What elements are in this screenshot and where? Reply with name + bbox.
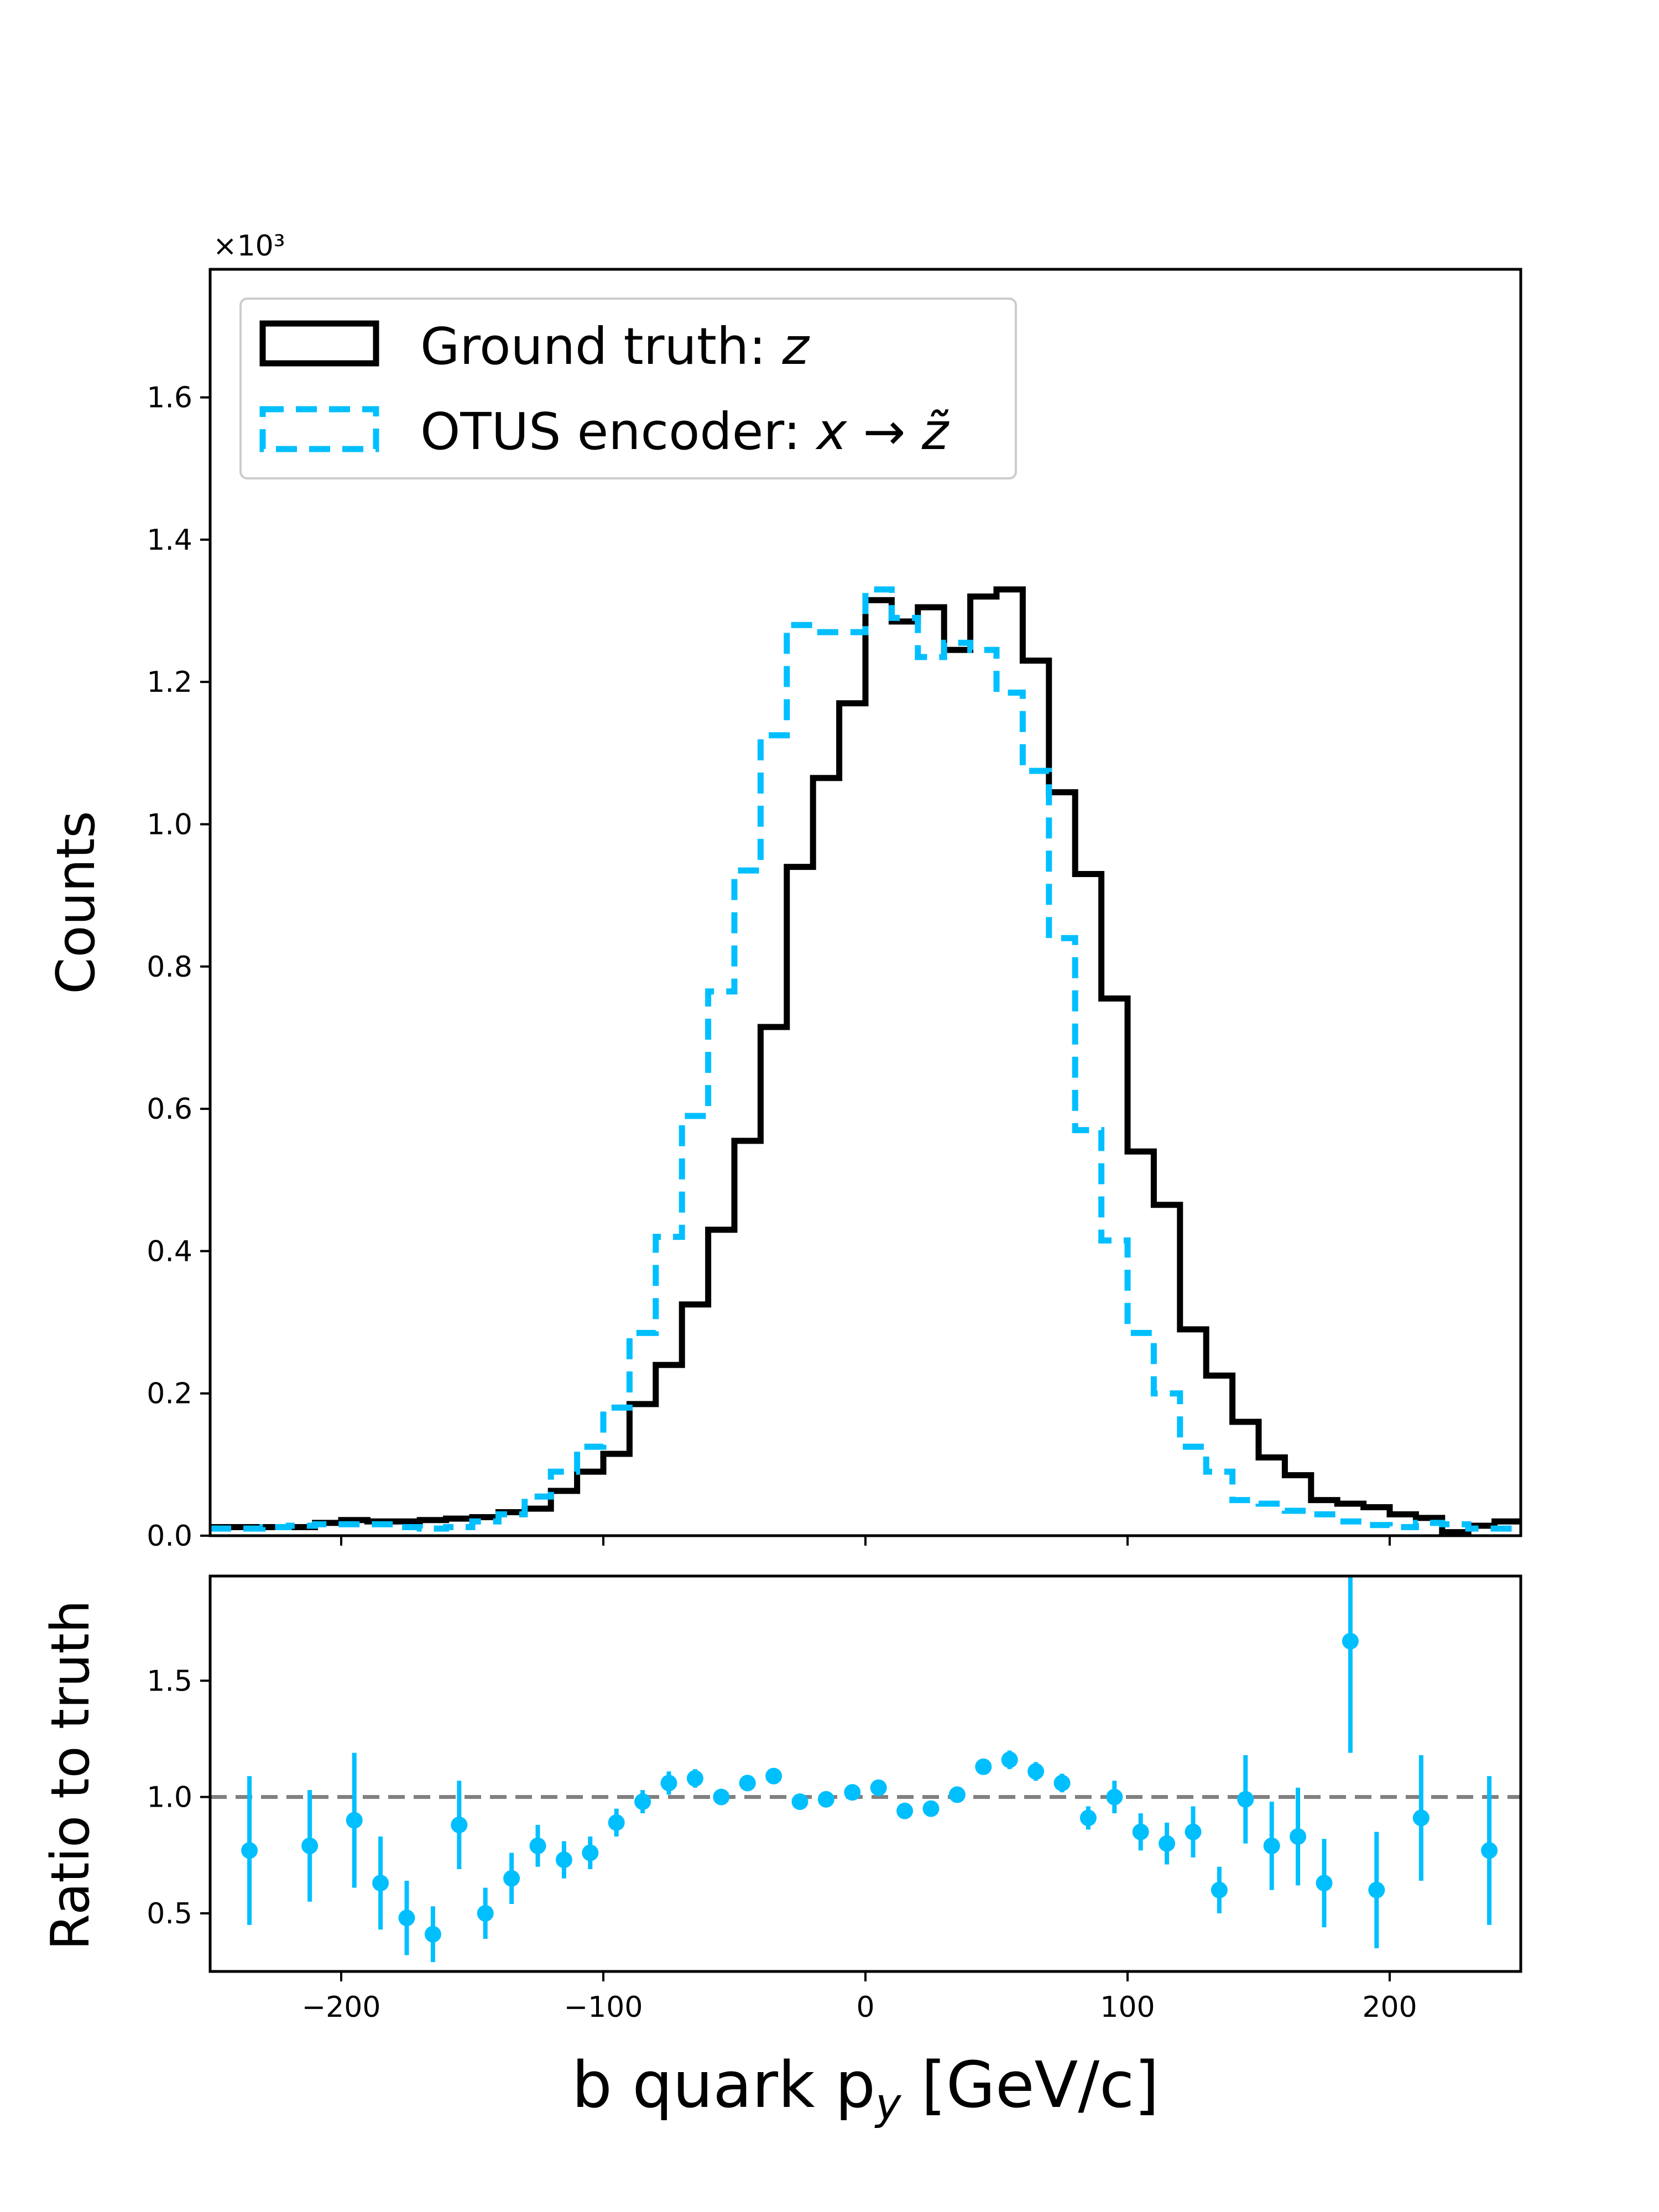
ratio-point — [398, 1910, 415, 1927]
histogram-y-tick-label: 1.4 — [147, 524, 192, 557]
legend: Ground truth: z OTUS encoder: x → z̃ — [239, 298, 1017, 479]
histogram-series-group — [210, 586, 1521, 1536]
ratio-point — [1412, 1809, 1430, 1827]
histogram-y-tick-label: 1.0 — [147, 808, 192, 841]
ratio-point — [1211, 1881, 1228, 1898]
histogram-y-tick-label: 0.6 — [147, 1093, 192, 1126]
ratio-point — [791, 1793, 808, 1810]
ratio-point — [1001, 1751, 1018, 1768]
ratio-point — [1106, 1788, 1123, 1806]
ratio-point — [1263, 1837, 1280, 1854]
ratio-point — [372, 1875, 389, 1892]
y-offset-label: ×10³ — [213, 229, 285, 263]
x-tick-label: −200 — [302, 1991, 381, 2024]
ratio-point — [1159, 1835, 1176, 1852]
ratio-point — [634, 1793, 651, 1810]
legend-swatch-ground-truth — [259, 320, 379, 367]
histogram-y-tick-label: 0.8 — [147, 951, 192, 984]
x-axis-title: b quark py [GeV/c] — [572, 2048, 1159, 2130]
ratio-panel: 0.5 1.0 1.5 −200 −100 0 100 200 Ratio to truth… — [40, 1536, 1522, 2130]
ratio-point — [241, 1842, 258, 1859]
ratio-point — [1053, 1775, 1071, 1792]
ratio-point — [765, 1767, 782, 1785]
ratio-point — [1185, 1823, 1202, 1840]
ratio-point — [477, 1905, 494, 1922]
ratio-point — [1316, 1875, 1333, 1892]
ratio-point — [1290, 1828, 1307, 1845]
legend-label-otus-encoder: OTUS encoder: x → z̃ — [420, 402, 950, 461]
ratio-point — [529, 1837, 546, 1854]
ratio-point — [1079, 1809, 1097, 1827]
legend-label-ground-truth: Ground truth: z — [420, 317, 810, 376]
ratio-point — [660, 1775, 677, 1792]
histogram-y-tick-label: 0.2 — [147, 1378, 192, 1411]
ratio-point — [503, 1870, 520, 1887]
ratio-y-axis-title: Ratio to truth — [40, 1600, 101, 1950]
histogram-y-tick-label: 0.4 — [147, 1235, 192, 1268]
ratio-point — [1481, 1842, 1498, 1859]
x-tick-label: 200 — [1362, 1991, 1417, 2024]
otus-encoder-histogram-line — [210, 586, 1521, 1532]
ratio-point — [713, 1788, 730, 1806]
ratio-point — [922, 1800, 940, 1817]
ratio-point — [424, 1926, 441, 1943]
x-tick-label: 0 — [856, 1991, 874, 2024]
ratio-point — [555, 1851, 572, 1869]
histogram-y-axis-title: Counts — [46, 811, 107, 994]
histogram-y-tick-label: 1.2 — [147, 666, 192, 699]
ratio-point — [608, 1814, 625, 1831]
x-tick-label: −100 — [564, 1991, 643, 2024]
ratio-y-tick-label: 0.5 — [147, 1897, 192, 1931]
ratio-point — [896, 1802, 914, 1819]
ratio-point — [975, 1758, 992, 1775]
x-tick-label: 100 — [1100, 1991, 1155, 2024]
ratio-y-tick-label: 1.0 — [147, 1781, 192, 1814]
histogram-panel: 0.00.20.40.60.81.01.21.41.6 ×10³ Counts … — [46, 229, 1522, 1553]
histogram-y-ticks: 0.0 0.2 0.4 0.6 0.8 1.0 1.2 1.4 1.6 — [147, 382, 210, 1553]
ratio-point — [870, 1779, 887, 1796]
ratio-point — [817, 1791, 834, 1808]
ratio-point — [739, 1775, 756, 1792]
ratio-point — [1368, 1881, 1385, 1898]
histogram-y-tick-label: 0.0 — [147, 1520, 192, 1553]
ratio-y-tick-label: 1.5 — [147, 1665, 192, 1698]
ratio-point — [1027, 1763, 1045, 1780]
ground-truth-histogram-line — [210, 586, 1521, 1536]
ratio-y-ticks: 0.5 1.0 1.5 — [147, 1665, 210, 1931]
ratio-point — [346, 1812, 363, 1829]
ratio-point — [948, 1786, 966, 1803]
ratio-point — [301, 1837, 319, 1854]
ratio-point — [1342, 1632, 1359, 1650]
ratio-point — [451, 1817, 468, 1834]
ratio-x-ticks: −200 −100 0 100 200 — [302, 1536, 1417, 2024]
ratio-point — [1132, 1823, 1149, 1840]
ratio-point — [844, 1784, 861, 1801]
legend-frame — [239, 298, 1017, 479]
ratio-point — [1237, 1791, 1254, 1808]
histogram-y-tick-label: 1.6 — [147, 382, 192, 415]
ratio-point — [686, 1770, 703, 1787]
legend-swatch-otus-encoder — [259, 406, 379, 452]
ratio-point — [582, 1844, 599, 1861]
ratio-points-group — [241, 1576, 1498, 1963]
